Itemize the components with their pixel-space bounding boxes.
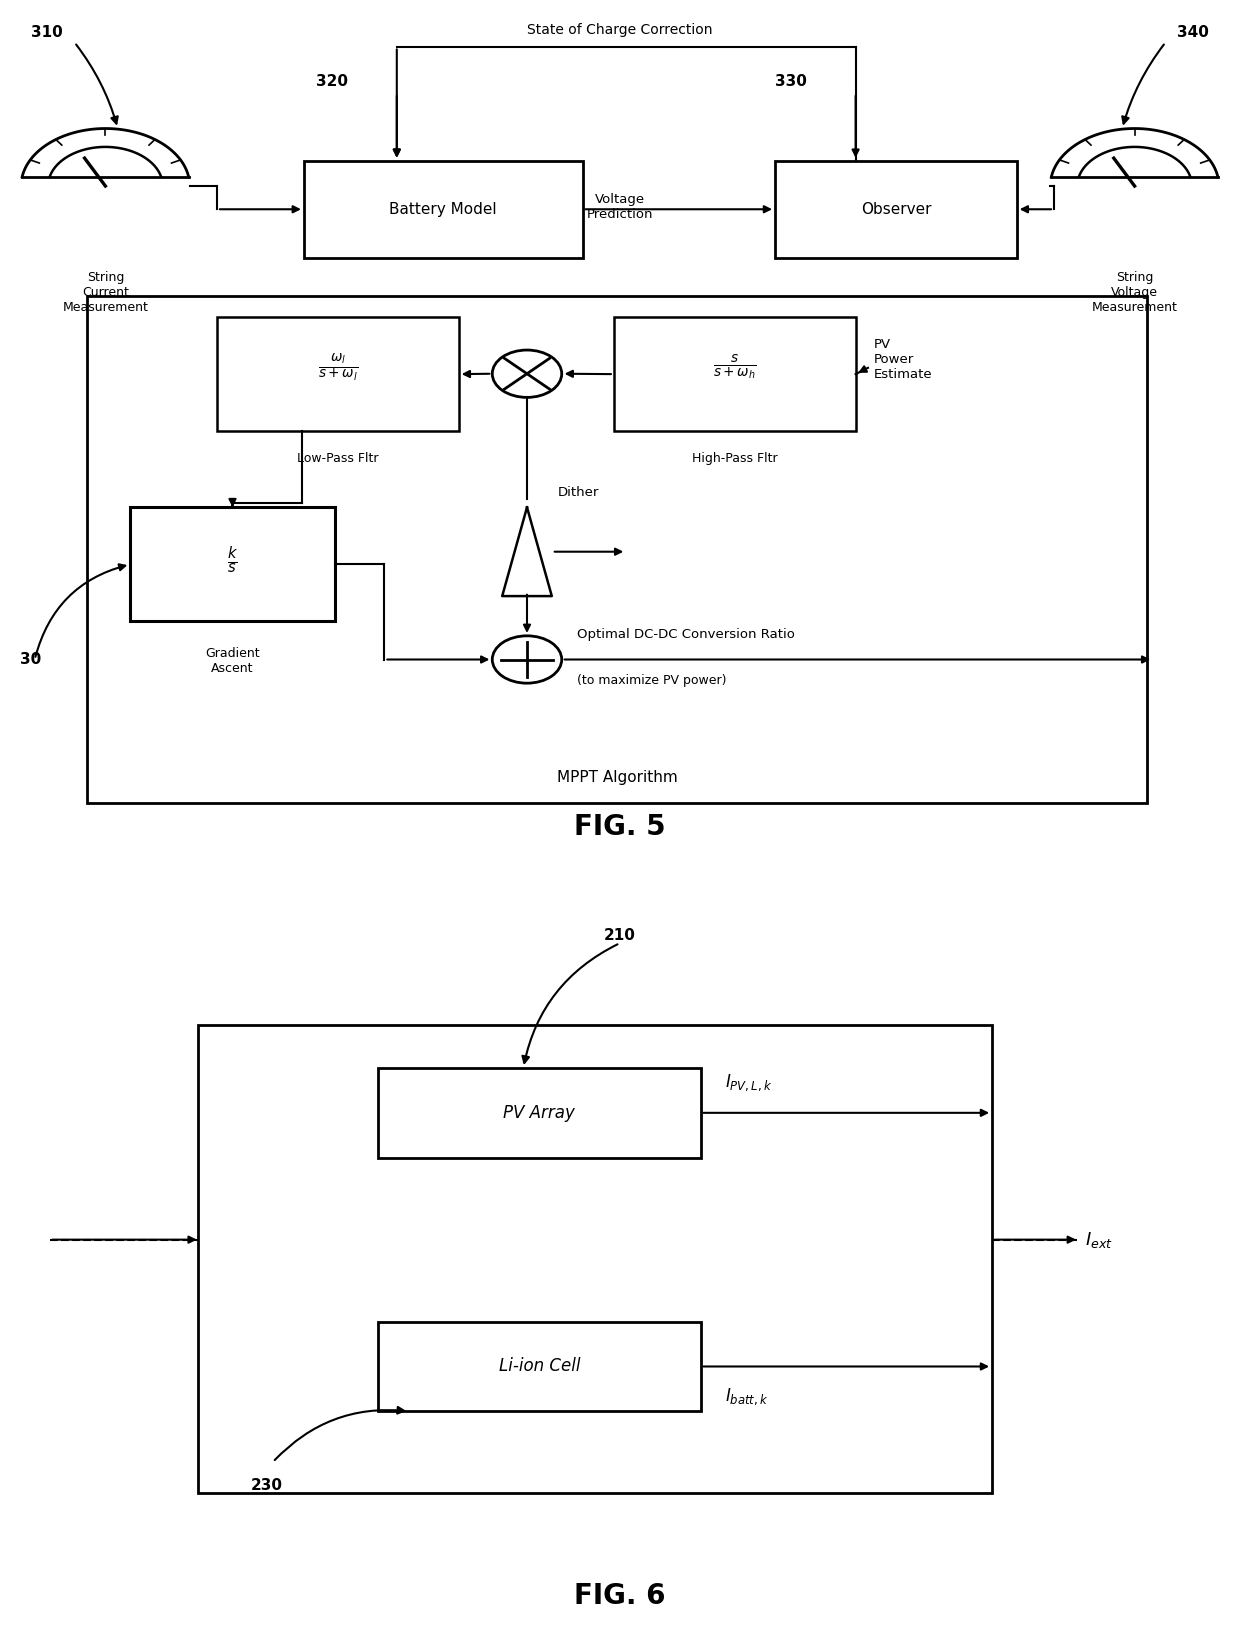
Bar xyxy=(217,317,459,431)
Text: $I_{PV,L,k}$: $I_{PV,L,k}$ xyxy=(725,1073,773,1093)
Text: 320: 320 xyxy=(316,73,348,89)
Bar xyxy=(775,161,1017,259)
Text: 230: 230 xyxy=(250,1478,283,1493)
Text: $\frac{s}{s + \omega_h}$: $\frac{s}{s + \omega_h}$ xyxy=(713,353,756,382)
Text: Voltage
Prediction: Voltage Prediction xyxy=(587,193,653,221)
Bar xyxy=(614,317,856,431)
Bar xyxy=(378,1068,701,1158)
Text: Li-ion Cell: Li-ion Cell xyxy=(498,1358,580,1376)
Text: 30: 30 xyxy=(20,652,42,667)
Text: Dither: Dither xyxy=(558,486,599,499)
Text: 330: 330 xyxy=(775,73,807,89)
Text: MPPT Algorithm: MPPT Algorithm xyxy=(557,771,677,785)
Bar xyxy=(130,507,335,621)
Text: String
Current
Measurement: String Current Measurement xyxy=(62,270,149,314)
Text: State of Charge Correction: State of Charge Correction xyxy=(527,23,713,37)
Bar xyxy=(378,1322,701,1411)
Text: (to maximize PV power): (to maximize PV power) xyxy=(577,675,727,688)
Text: Gradient
Ascent: Gradient Ascent xyxy=(205,647,260,675)
Text: $I_{batt,k}$: $I_{batt,k}$ xyxy=(725,1385,769,1406)
Text: $I_{ext}$: $I_{ext}$ xyxy=(1085,1229,1112,1250)
Text: 210: 210 xyxy=(604,928,636,943)
Text: PV Array: PV Array xyxy=(503,1104,575,1122)
Text: FIG. 5: FIG. 5 xyxy=(574,813,666,841)
Text: Observer: Observer xyxy=(861,202,931,216)
Text: 310: 310 xyxy=(31,26,63,41)
Text: String
Voltage
Measurement: String Voltage Measurement xyxy=(1091,270,1178,314)
Text: PV
Power
Estimate: PV Power Estimate xyxy=(874,338,932,380)
Text: Low-Pass Fltr: Low-Pass Fltr xyxy=(298,452,378,465)
Text: High-Pass Fltr: High-Pass Fltr xyxy=(692,452,777,465)
Bar xyxy=(87,296,1147,803)
Text: $\frac{k}{s}$: $\frac{k}{s}$ xyxy=(227,545,238,576)
Text: $\frac{\omega_l}{s + \omega_l}$: $\frac{\omega_l}{s + \omega_l}$ xyxy=(317,351,358,384)
Text: 340: 340 xyxy=(1177,26,1209,41)
Bar xyxy=(198,1024,992,1493)
Text: Optimal DC-DC Conversion Ratio: Optimal DC-DC Conversion Ratio xyxy=(577,628,795,641)
Text: FIG. 6: FIG. 6 xyxy=(574,1582,666,1610)
Text: Battery Model: Battery Model xyxy=(389,202,497,216)
Bar xyxy=(304,161,583,259)
